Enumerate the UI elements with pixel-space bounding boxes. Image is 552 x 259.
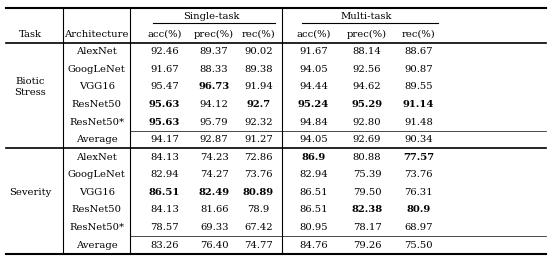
Text: 77.57: 77.57 — [403, 153, 434, 162]
Text: 86.51: 86.51 — [299, 188, 328, 197]
Text: 75.50: 75.50 — [404, 241, 433, 249]
Text: 91.67: 91.67 — [150, 65, 179, 74]
Text: 94.84: 94.84 — [299, 118, 328, 126]
Text: 78.57: 78.57 — [150, 223, 179, 232]
Text: 67.42: 67.42 — [244, 223, 273, 232]
Text: 78.17: 78.17 — [353, 223, 381, 232]
Text: 94.12: 94.12 — [200, 100, 229, 109]
Text: rec(%): rec(%) — [241, 30, 275, 39]
Text: acc(%): acc(%) — [296, 30, 331, 39]
Text: Average: Average — [76, 241, 118, 249]
Text: 90.34: 90.34 — [404, 135, 433, 144]
Text: 84.13: 84.13 — [150, 205, 179, 214]
Text: 95.29: 95.29 — [352, 100, 383, 109]
Text: 94.17: 94.17 — [150, 135, 179, 144]
Text: Multi-task: Multi-task — [340, 12, 392, 21]
Text: 72.86: 72.86 — [244, 153, 273, 162]
Text: ResNet50*: ResNet50* — [69, 118, 124, 126]
Text: GoogLeNet: GoogLeNet — [68, 65, 125, 74]
Text: 95.47: 95.47 — [150, 82, 179, 91]
Text: 94.05: 94.05 — [299, 65, 328, 74]
Text: 79.26: 79.26 — [353, 241, 381, 249]
Text: 82.94: 82.94 — [299, 170, 328, 179]
Text: acc(%): acc(%) — [147, 30, 182, 39]
Text: 86.51: 86.51 — [149, 188, 180, 197]
Text: 74.27: 74.27 — [200, 170, 229, 179]
Text: 74.77: 74.77 — [244, 241, 273, 249]
Text: 96.73: 96.73 — [199, 82, 230, 91]
Text: 88.14: 88.14 — [353, 47, 381, 56]
Text: 92.46: 92.46 — [150, 47, 179, 56]
Text: Single-task: Single-task — [183, 12, 240, 21]
Text: 80.88: 80.88 — [353, 153, 381, 162]
Text: 82.38: 82.38 — [352, 205, 383, 214]
Text: 95.63: 95.63 — [149, 100, 180, 109]
Text: Biotic
Stress: Biotic Stress — [14, 77, 46, 97]
Text: Architecture: Architecture — [65, 30, 129, 39]
Text: VGG16: VGG16 — [78, 82, 115, 91]
Text: 74.23: 74.23 — [200, 153, 229, 162]
Text: 92.32: 92.32 — [244, 118, 273, 126]
Text: prec(%): prec(%) — [347, 30, 387, 39]
Text: 80.95: 80.95 — [299, 223, 328, 232]
Text: 82.49: 82.49 — [199, 188, 230, 197]
Text: 90.02: 90.02 — [244, 47, 273, 56]
Text: 91.48: 91.48 — [404, 118, 433, 126]
Text: 82.94: 82.94 — [150, 170, 179, 179]
Text: 94.05: 94.05 — [299, 135, 328, 144]
Text: rec(%): rec(%) — [401, 30, 436, 39]
Text: 86.51: 86.51 — [299, 205, 328, 214]
Text: 73.76: 73.76 — [244, 170, 273, 179]
Text: 92.7: 92.7 — [246, 100, 270, 109]
Text: 91.14: 91.14 — [403, 100, 434, 109]
Text: 89.37: 89.37 — [200, 47, 229, 56]
Text: ResNet50: ResNet50 — [72, 205, 121, 214]
Text: 69.33: 69.33 — [200, 223, 229, 232]
Text: 83.26: 83.26 — [150, 241, 179, 249]
Text: 88.67: 88.67 — [404, 47, 433, 56]
Text: 91.27: 91.27 — [244, 135, 273, 144]
Text: 81.66: 81.66 — [200, 205, 229, 214]
Text: 91.67: 91.67 — [299, 47, 328, 56]
Text: 76.31: 76.31 — [404, 188, 433, 197]
Text: VGG16: VGG16 — [78, 188, 115, 197]
Text: 95.79: 95.79 — [200, 118, 229, 126]
Text: 94.44: 94.44 — [299, 82, 328, 91]
Text: Task: Task — [19, 30, 42, 39]
Text: 92.69: 92.69 — [353, 135, 381, 144]
Text: 76.40: 76.40 — [200, 241, 229, 249]
Text: 92.87: 92.87 — [200, 135, 229, 144]
Text: Average: Average — [76, 135, 118, 144]
Text: 80.89: 80.89 — [243, 188, 274, 197]
Text: 84.76: 84.76 — [299, 241, 328, 249]
Text: GoogLeNet: GoogLeNet — [68, 170, 125, 179]
Text: 84.13: 84.13 — [150, 153, 179, 162]
Text: 68.97: 68.97 — [404, 223, 433, 232]
Text: 94.62: 94.62 — [353, 82, 381, 91]
Text: ResNet50: ResNet50 — [72, 100, 121, 109]
Text: 80.9: 80.9 — [406, 205, 431, 214]
Text: 89.38: 89.38 — [244, 65, 273, 74]
Text: 88.33: 88.33 — [200, 65, 229, 74]
Text: 73.76: 73.76 — [404, 170, 433, 179]
Text: 95.24: 95.24 — [298, 100, 329, 109]
Text: 95.63: 95.63 — [149, 118, 180, 126]
Text: 78.9: 78.9 — [247, 205, 269, 214]
Text: Severity: Severity — [9, 188, 51, 197]
Text: ResNet50*: ResNet50* — [69, 223, 124, 232]
Text: 79.50: 79.50 — [353, 188, 381, 197]
Text: 86.9: 86.9 — [301, 153, 326, 162]
Text: 89.55: 89.55 — [404, 82, 433, 91]
Text: 92.80: 92.80 — [353, 118, 381, 126]
Text: AlexNet: AlexNet — [76, 153, 117, 162]
Text: 92.56: 92.56 — [353, 65, 381, 74]
Text: 90.87: 90.87 — [404, 65, 433, 74]
Text: 91.94: 91.94 — [244, 82, 273, 91]
Text: prec(%): prec(%) — [194, 30, 234, 39]
Text: AlexNet: AlexNet — [76, 47, 117, 56]
Text: 75.39: 75.39 — [353, 170, 381, 179]
